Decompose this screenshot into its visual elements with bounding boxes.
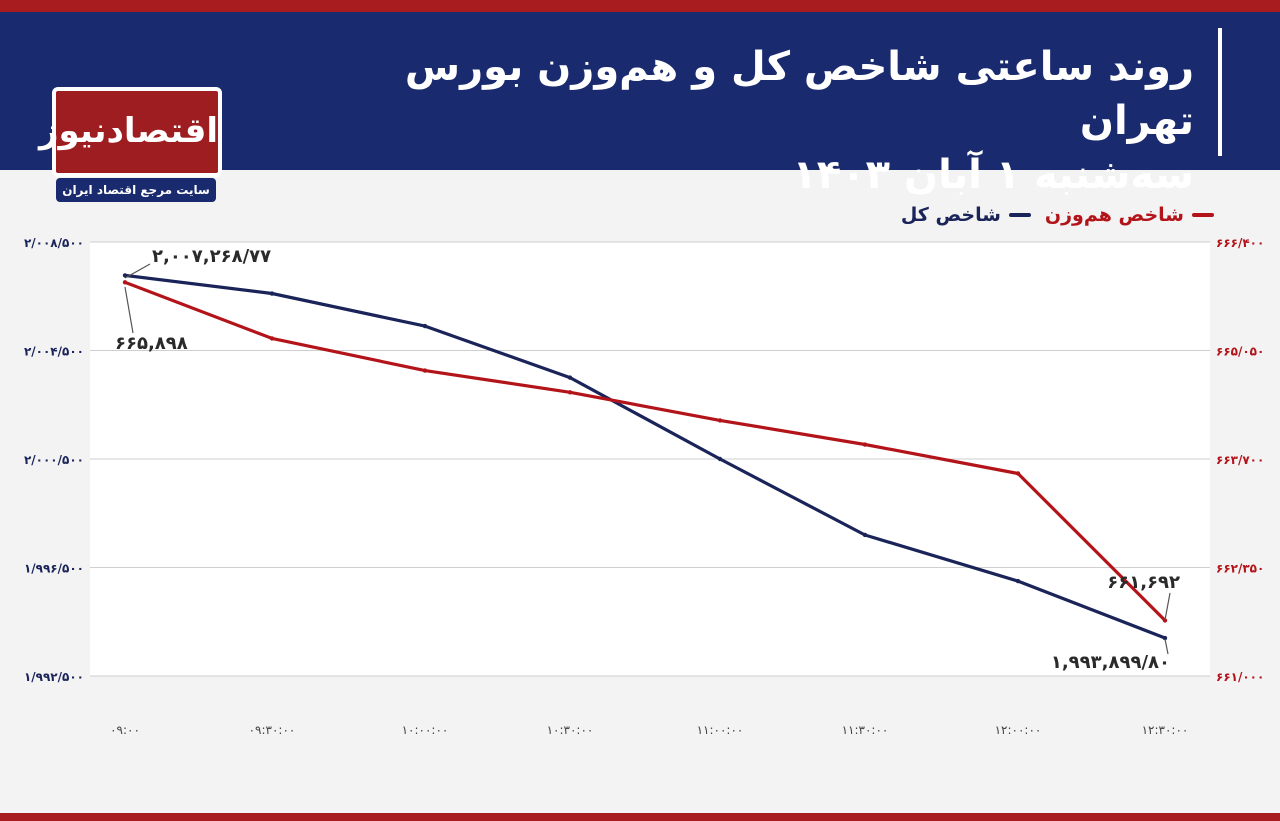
y-left-tick-label: ۲/۰۰۰/۵۰۰ <box>24 453 84 467</box>
x-tick-label: ۱۰:۰۰:۰۰ <box>402 723 449 737</box>
data-point <box>269 336 275 341</box>
brand-logo: اقتصادنیوز <box>38 87 222 177</box>
data-label: ۶۶۱,۶۹۲ <box>1107 572 1180 593</box>
y-right-tick-label: ۶۶۳/۷۰۰ <box>1216 453 1264 467</box>
x-tick-label: ۰۹:۰۰ <box>110 723 140 737</box>
chart-title: روند ساعتی شاخص کل و هم‌وزن بورس تهران س… <box>294 40 1194 202</box>
data-point <box>122 273 128 278</box>
data-point <box>1015 471 1021 476</box>
data-point <box>122 280 128 285</box>
y-left-tick-label: ۱/۹۹۲/۵۰۰ <box>24 670 84 684</box>
data-point <box>1015 578 1021 584</box>
x-tick-label: ۱۲:۰۰:۰۰ <box>995 723 1042 737</box>
x-tick-label: ۱۲:۳۰:۰۰ <box>1142 723 1189 737</box>
data-point <box>1162 618 1168 623</box>
data-point <box>567 390 573 395</box>
data-point <box>567 375 573 380</box>
legend-swatch-total <box>1008 213 1031 217</box>
y-left-tick-label: ۲/۰۰۸/۵۰۰ <box>24 236 84 250</box>
y-left-tick-label: ۲/۰۰۴/۵۰۰ <box>24 345 84 359</box>
annotation-leader <box>1164 592 1171 621</box>
y-right-tick-label: ۶۶۱/۰۰۰ <box>1216 670 1264 684</box>
legend-item-equal: شاخص هم‌وزن <box>1045 204 1214 226</box>
data-point <box>422 368 428 373</box>
data-point <box>269 291 275 296</box>
x-tick-label: ۱۱:۳۰:۰۰ <box>842 723 889 737</box>
top-accent-stripe <box>0 0 1280 12</box>
legend-label-total: شاخص کل <box>900 204 1001 226</box>
logo-tagline: سایت مرجع اقتصاد ایران <box>56 178 216 202</box>
x-tick-label: ۱۰:۳۰:۰۰ <box>547 723 594 737</box>
title-line-2: سه‌شنبه ۱ آبان ۱۴۰۳ <box>792 152 1194 198</box>
y-right-tick-label: ۶۶۲/۳۵۰ <box>1216 562 1264 576</box>
bottom-accent-stripe <box>0 813 1280 821</box>
x-tick-label: ۰۹:۳۰:۰۰ <box>249 723 296 737</box>
data-label: ۱,۹۹۳,۸۹۹/۸۰ <box>1051 652 1170 673</box>
data-point <box>1162 635 1168 641</box>
series-line-0 <box>123 273 1167 640</box>
annotation-leader <box>124 286 134 334</box>
legend-swatch-equal <box>1192 213 1214 217</box>
annotation-leader <box>124 263 151 279</box>
data-point <box>862 532 868 538</box>
series-line-1 <box>123 280 1167 623</box>
data-point <box>422 323 428 329</box>
legend-label-equal: شاخص هم‌وزن <box>1044 204 1184 226</box>
legend-item-total: شاخص کل <box>901 204 1031 226</box>
y-right-tick-label: ۶۶۵/۰۵۰ <box>1216 345 1264 359</box>
title-line-1: روند ساعتی شاخص کل و هم‌وزن بورس تهران <box>404 44 1194 144</box>
title-divider <box>1218 28 1222 156</box>
chart-legend: شاخص هم‌وزن شاخص کل <box>901 200 1214 230</box>
logo-name: اقتصادنیوز <box>38 111 218 151</box>
data-point <box>717 418 723 423</box>
x-tick-label: ۱۱:۰۰:۰۰ <box>697 723 744 737</box>
data-point <box>717 456 723 462</box>
y-right-tick-label: ۶۶۶/۴۰۰ <box>1216 236 1264 250</box>
data-label: ۶۶۵,۸۹۸ <box>115 333 188 354</box>
data-point <box>862 442 868 447</box>
y-left-tick-label: ۱/۹۹۶/۵۰۰ <box>24 562 84 576</box>
data-label: ۲,۰۰۷,۲۶۸/۷۷ <box>152 246 271 267</box>
annotation-leader <box>1164 638 1169 655</box>
